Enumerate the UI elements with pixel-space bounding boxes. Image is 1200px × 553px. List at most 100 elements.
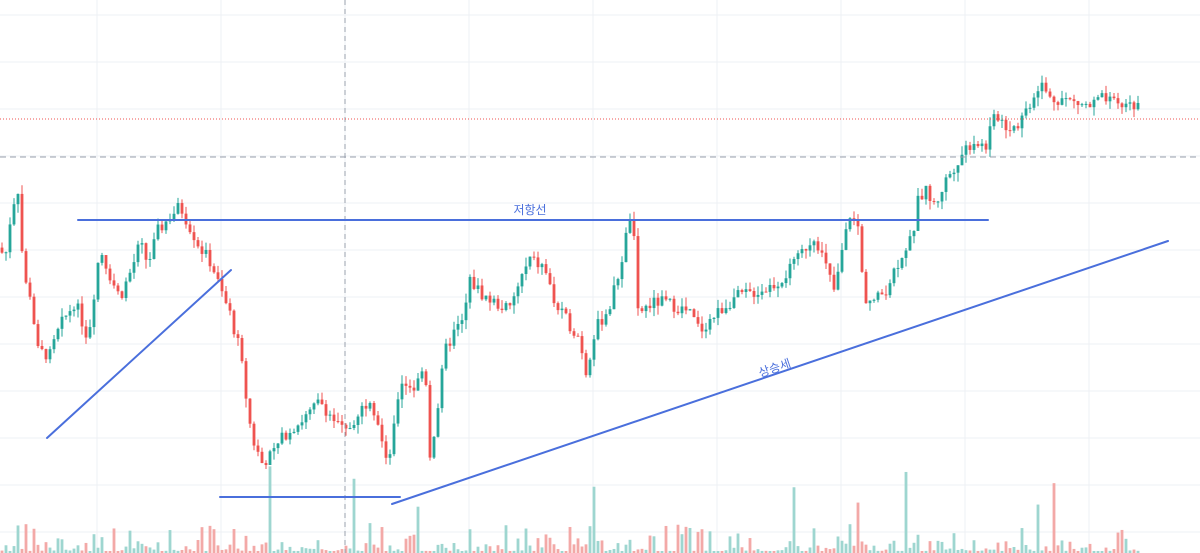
candle-body bbox=[832, 274, 836, 290]
candle-body bbox=[540, 264, 544, 268]
candle-body bbox=[96, 262, 100, 300]
candle-body bbox=[572, 331, 576, 336]
volume-bar bbox=[796, 546, 800, 553]
candle-body bbox=[384, 441, 388, 458]
volume-bar bbox=[856, 502, 860, 553]
candle-body bbox=[432, 436, 436, 458]
volume-bar bbox=[108, 551, 112, 553]
candle-body bbox=[1104, 93, 1108, 102]
candle-body bbox=[860, 226, 864, 272]
volume-bar bbox=[456, 549, 460, 553]
volume-bar bbox=[372, 544, 376, 553]
candle-body bbox=[592, 339, 596, 360]
candle-body bbox=[900, 257, 904, 268]
volume-bar bbox=[432, 550, 436, 553]
volume-bar bbox=[764, 550, 768, 553]
volume-bar bbox=[84, 542, 88, 553]
candle-body bbox=[160, 224, 164, 231]
volume-bar bbox=[984, 548, 988, 553]
volume-bar bbox=[900, 550, 904, 553]
volume-bar bbox=[88, 550, 92, 553]
candle-body bbox=[568, 313, 572, 332]
candle-body bbox=[508, 303, 512, 306]
volume-bar bbox=[540, 547, 544, 553]
candle-body bbox=[788, 263, 792, 279]
volume-bar bbox=[420, 550, 424, 553]
candle-body bbox=[216, 272, 220, 279]
volume-bar bbox=[668, 550, 672, 553]
volume-bar bbox=[676, 524, 680, 553]
volume-bar bbox=[1036, 504, 1040, 553]
volume-bar bbox=[1056, 545, 1060, 553]
candle-body bbox=[152, 239, 156, 259]
volume-bar bbox=[848, 524, 852, 553]
candle-body bbox=[52, 339, 56, 350]
volume-bar bbox=[160, 550, 164, 553]
candle-body bbox=[596, 319, 600, 340]
candle-body bbox=[8, 224, 12, 253]
candle-body bbox=[940, 191, 944, 202]
candle-body bbox=[564, 308, 568, 314]
candle-body bbox=[600, 319, 604, 325]
volume-bar bbox=[1136, 550, 1140, 553]
volume-bar bbox=[120, 550, 124, 553]
candle-body bbox=[952, 172, 956, 175]
candle-body bbox=[704, 329, 708, 332]
candle-body bbox=[516, 286, 520, 297]
candle-body bbox=[300, 422, 304, 426]
candle-body bbox=[736, 290, 740, 298]
candle-body bbox=[316, 399, 320, 404]
candle-body bbox=[468, 276, 472, 303]
candle-body bbox=[388, 454, 392, 458]
early-uptrend-line[interactable] bbox=[46, 269, 232, 439]
candle-body bbox=[584, 353, 588, 376]
volume-bar bbox=[584, 544, 588, 553]
volume-bar bbox=[440, 543, 444, 553]
volume-bar bbox=[1092, 550, 1096, 553]
candle-body bbox=[836, 271, 840, 290]
volume-bar bbox=[824, 547, 828, 553]
candle-body bbox=[852, 218, 856, 220]
candle-body bbox=[1076, 101, 1080, 106]
volume-bar bbox=[96, 547, 100, 553]
volume-bar bbox=[684, 526, 688, 553]
volume-bar bbox=[348, 548, 352, 553]
volume-bar bbox=[948, 548, 952, 553]
volume-bar bbox=[548, 537, 552, 553]
candle-body bbox=[784, 278, 788, 284]
volume-bar bbox=[980, 550, 984, 553]
candle-body bbox=[1072, 99, 1076, 102]
volume-bar bbox=[576, 538, 580, 553]
volume-bar bbox=[460, 551, 464, 553]
volume-bar bbox=[960, 548, 964, 553]
volume-bar bbox=[0, 550, 4, 553]
volume-bar bbox=[920, 550, 924, 553]
volume-bar bbox=[116, 550, 120, 553]
volume-bar bbox=[1068, 541, 1072, 553]
volume-bar bbox=[588, 526, 592, 553]
uptrend-line[interactable] bbox=[391, 240, 1169, 505]
volume-bar bbox=[208, 525, 212, 553]
volume-bar bbox=[80, 550, 84, 553]
volume-bar bbox=[560, 550, 564, 553]
volume-bar bbox=[128, 530, 132, 553]
candle-body bbox=[580, 336, 584, 354]
candle-body bbox=[556, 303, 560, 311]
volume-bar bbox=[1116, 532, 1120, 553]
volume-bar bbox=[480, 550, 484, 553]
volume-bar bbox=[272, 550, 276, 553]
candle-body bbox=[672, 298, 676, 312]
candle-body bbox=[480, 285, 484, 300]
volume-bar bbox=[152, 549, 156, 553]
volume-bar bbox=[144, 546, 148, 553]
candle-body bbox=[192, 232, 196, 241]
volume-bar bbox=[692, 550, 696, 553]
volume-bar bbox=[724, 550, 728, 553]
candle-body bbox=[1036, 91, 1040, 98]
candle-body bbox=[1064, 98, 1068, 100]
candle-body bbox=[636, 236, 640, 309]
candle-body bbox=[88, 327, 92, 338]
candle-body bbox=[920, 195, 924, 200]
